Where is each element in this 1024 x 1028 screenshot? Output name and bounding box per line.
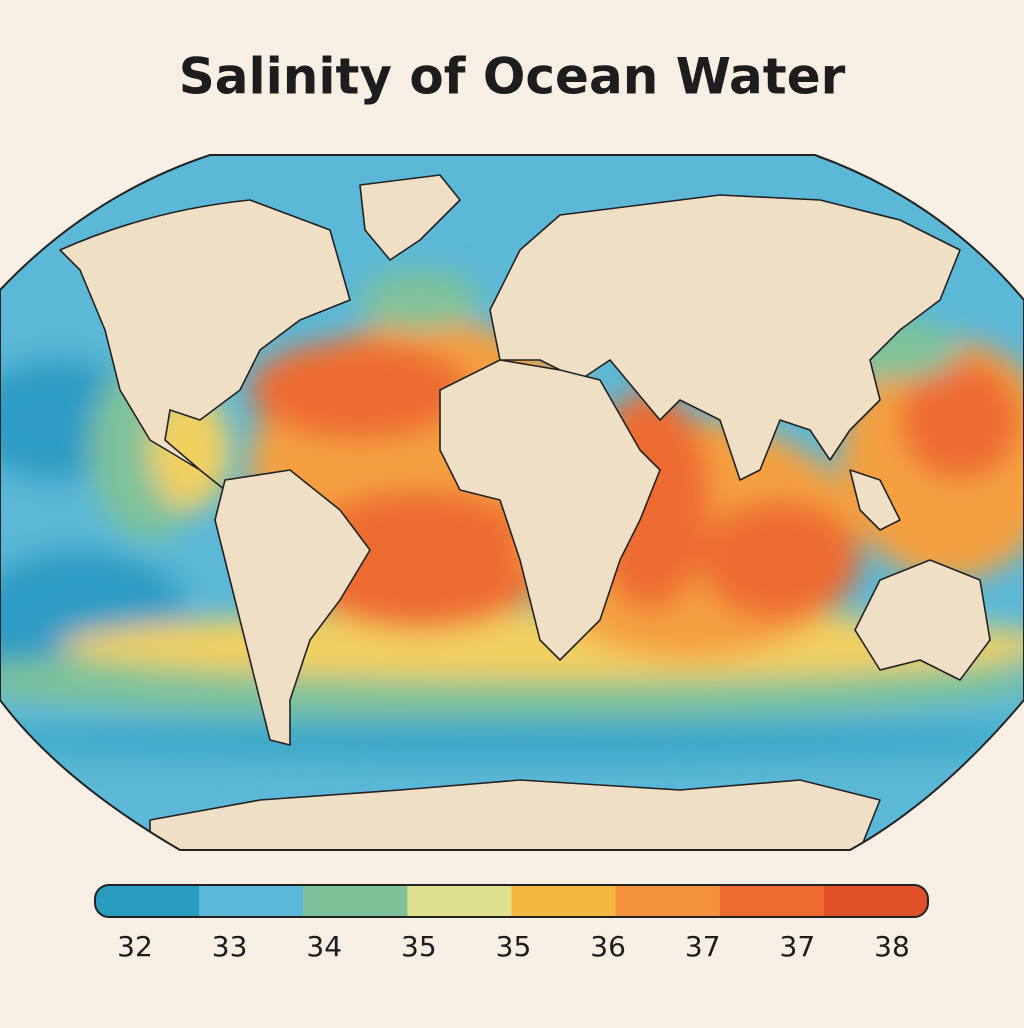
legend-swatch (303, 885, 408, 917)
legend-label: 35 (496, 930, 532, 963)
legend-swatch (615, 885, 721, 917)
ocean-map (0, 155, 1024, 850)
legend-swatch (719, 885, 825, 917)
legend-label: 32 (117, 930, 153, 963)
legend-label: 33 (212, 930, 248, 963)
legend-label: 35 (401, 930, 437, 963)
map-title: Salinity of Ocean Water (179, 48, 846, 106)
legend-swatch (95, 885, 200, 917)
legend-label: 38 (874, 930, 910, 963)
legend: 32 33 34 35 35 36 37 37 38 (94, 884, 929, 963)
legend-border (94, 884, 929, 918)
legend-swatch (199, 885, 304, 917)
legend-label: 34 (306, 930, 342, 963)
map-frame (0, 154, 1024, 851)
legend-label: 36 (590, 930, 626, 963)
legend-label: 37 (780, 930, 816, 963)
legend-swatch (407, 885, 512, 917)
legend-swatch (511, 885, 617, 917)
legend-swatch (823, 885, 928, 917)
legend-label: 37 (685, 930, 721, 963)
